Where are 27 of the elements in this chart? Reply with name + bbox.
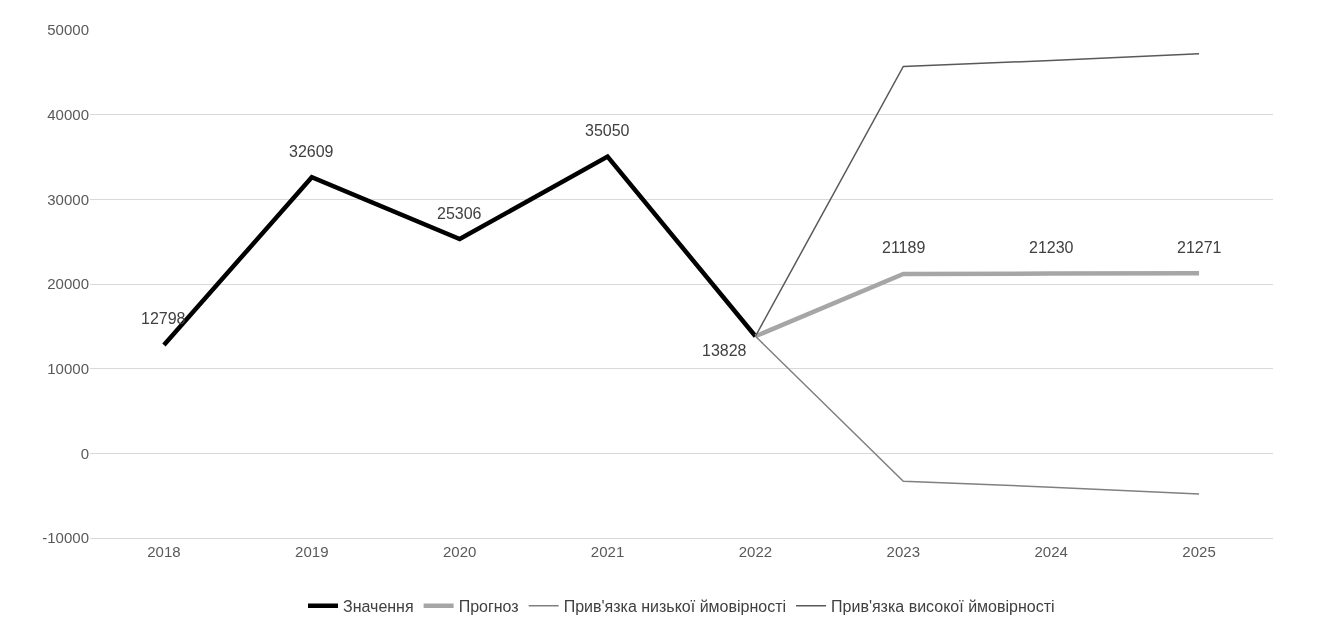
legend-label: Прив'язка низької ймовірності xyxy=(563,597,787,615)
data-label: 25306 xyxy=(437,205,482,222)
x-tick-label: 2018 xyxy=(147,543,181,560)
y-tick-label: 40000 xyxy=(47,105,89,123)
legend-label: Прив'язка високої ймовірності xyxy=(831,597,1055,615)
legend-label: Прогноз xyxy=(458,597,519,615)
data-label: 21230 xyxy=(1029,239,1074,256)
y-tick-label: 10000 xyxy=(47,359,89,377)
y-tick-label: 0 xyxy=(80,444,89,462)
data-label: 32609 xyxy=(289,143,334,160)
x-tick-label: 2024 xyxy=(1034,543,1068,560)
x-tick-label: 2021 xyxy=(590,543,625,560)
legend-label: Значення xyxy=(343,597,414,615)
data-label: 12798 xyxy=(141,310,186,327)
data-label: 21189 xyxy=(882,239,926,256)
x-tick-label: 2025 xyxy=(1182,543,1216,560)
y-tick-label: -10000 xyxy=(42,529,89,547)
y-tick-label: 30000 xyxy=(47,190,89,208)
x-tick-label: 2022 xyxy=(738,543,773,560)
data-label: 21271 xyxy=(1177,239,1222,256)
data-label: 35050 xyxy=(585,122,630,139)
x-tick-label: 2023 xyxy=(886,543,920,560)
y-tick-label: 20000 xyxy=(47,275,89,293)
y-tick-label: 50000 xyxy=(47,21,89,39)
x-tick-label: 2019 xyxy=(295,543,329,560)
data-label: 13828 xyxy=(702,342,747,359)
x-tick-label: 2020 xyxy=(443,543,477,560)
